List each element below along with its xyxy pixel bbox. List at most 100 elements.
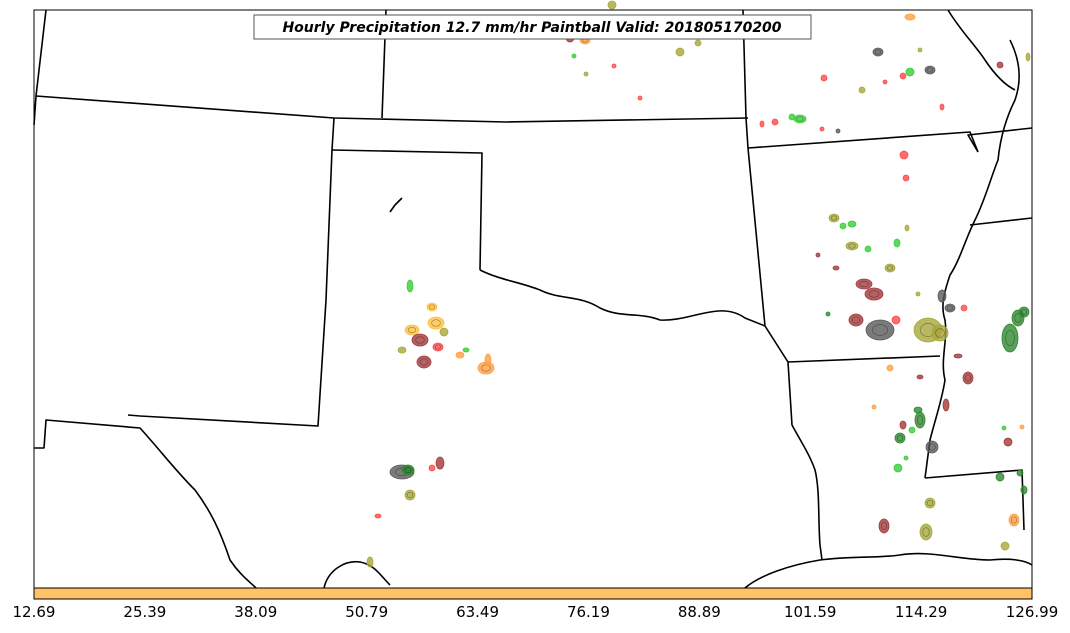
precip-blob-contour <box>871 324 889 336</box>
lake-outline <box>389 197 403 213</box>
precip-blob <box>462 347 470 353</box>
precip-blob <box>675 47 685 57</box>
precip-blob <box>858 86 866 94</box>
precip-blob <box>845 241 859 251</box>
precip-blob <box>1000 541 1010 551</box>
precip-blob <box>899 420 907 430</box>
precip-blob <box>435 456 445 470</box>
precip-blob <box>871 404 877 410</box>
precip-blob <box>894 432 906 444</box>
precip-blob-contour <box>926 67 934 73</box>
precip-blob <box>835 128 841 134</box>
precip-blob <box>864 287 884 301</box>
precip-blob <box>847 220 857 228</box>
precip-blob-contour <box>928 443 936 451</box>
precip-blob <box>942 398 950 412</box>
precip-blob <box>937 289 947 303</box>
precip-blob <box>872 47 884 57</box>
precip-blob-contour <box>434 344 442 350</box>
precip-blob <box>759 120 765 128</box>
precip-blob-contour <box>428 304 436 310</box>
precip-blobs <box>366 0 1031 568</box>
rio-grande <box>34 419 257 589</box>
mississippi-river <box>924 39 1020 479</box>
precip-blob <box>401 464 415 476</box>
precip-blob-contour <box>851 316 861 324</box>
precip-blob <box>904 13 916 21</box>
plot-frame <box>33 9 1033 589</box>
border-nm-tx <box>127 117 335 427</box>
precip-blob-contour <box>926 499 934 507</box>
precip-blob <box>397 346 407 354</box>
precip-blob <box>427 316 445 330</box>
border-mo-il <box>947 9 1016 91</box>
title-box <box>253 14 812 40</box>
precip-blob <box>962 371 974 385</box>
precip-blob <box>855 278 873 290</box>
border-co-nm <box>35 95 749 123</box>
precip-blob <box>1020 485 1028 495</box>
precip-blob <box>484 353 492 367</box>
gulf-coast <box>323 552 1033 589</box>
precip-blob-contour <box>407 326 417 334</box>
precip-blob-contour <box>431 319 441 327</box>
precip-blob-contour <box>916 415 924 425</box>
precip-blob <box>825 311 831 317</box>
precip-blob <box>1001 425 1007 431</box>
precip-blob <box>1018 306 1030 318</box>
colorbar-tick-label: 50.79 <box>345 603 388 621</box>
precip-blob-contour <box>1005 329 1015 347</box>
precip-blob <box>611 63 617 69</box>
precip-blob-contour <box>1014 313 1022 323</box>
precip-blob-contour <box>830 215 838 221</box>
precip-blob <box>899 150 909 160</box>
colorbar-tick-label: 101.59 <box>784 603 837 621</box>
border-ok-ar <box>747 147 789 363</box>
precip-blob <box>374 513 382 519</box>
precip-blob <box>815 252 821 258</box>
precip-blob <box>882 79 888 85</box>
border-mo-ar <box>747 131 979 153</box>
precip-blob <box>915 291 921 297</box>
precip-blob <box>432 342 444 352</box>
precip-blob-contour <box>848 243 856 249</box>
precip-blob <box>793 114 807 124</box>
border-la-south <box>924 469 1025 531</box>
precip-blob <box>925 440 939 454</box>
precip-blob <box>995 472 1005 482</box>
precip-blob-contour <box>796 116 804 122</box>
colorbar-tick-label: 76.19 <box>567 603 610 621</box>
precip-blob <box>1003 437 1013 447</box>
precip-blob-contour <box>404 466 412 474</box>
precip-blob <box>919 523 933 541</box>
precip-blob <box>828 213 840 223</box>
precip-blob <box>771 118 779 126</box>
border-tn <box>969 217 1033 226</box>
precip-blob <box>571 53 577 59</box>
precip-blob <box>902 174 910 182</box>
precip-blob <box>411 333 429 347</box>
precip-blob <box>848 313 864 327</box>
colorbar-tick-label: 12.69 <box>13 603 56 621</box>
precip-blob <box>788 113 796 121</box>
precip-blob <box>944 303 956 313</box>
precip-blob <box>404 489 416 501</box>
precip-blob-contour <box>1010 516 1018 524</box>
colorbar-tick-label: 88.89 <box>678 603 721 621</box>
precip-blob <box>917 47 923 53</box>
precip-blob-contour <box>896 434 904 442</box>
precip-blob <box>1001 323 1019 353</box>
precip-blob <box>939 103 945 111</box>
precip-blob <box>839 222 847 230</box>
precip-blob <box>893 463 903 473</box>
precip-blob-contour <box>415 336 425 344</box>
precip-blob <box>865 319 895 341</box>
precip-blob <box>637 95 643 101</box>
precip-blob-contour <box>874 49 882 55</box>
border-ks-mo <box>742 9 749 149</box>
precip-blob-contour <box>1020 308 1028 316</box>
precip-blob <box>960 304 968 312</box>
precip-blob <box>953 353 963 359</box>
colorbar-ticks: 12.69 25.39 38.09 50.79 63.49 76.19 88.89 101.5… <box>13 603 1059 621</box>
